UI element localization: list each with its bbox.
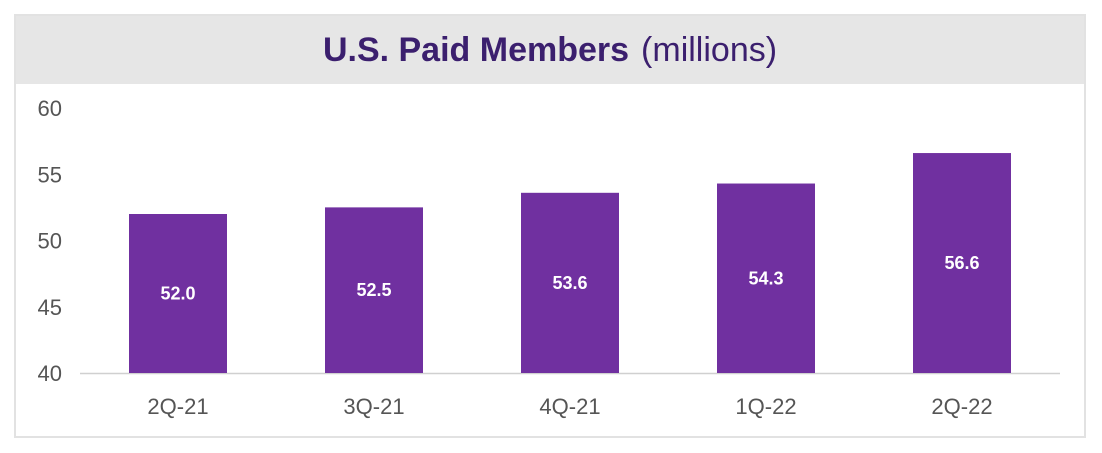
bar-data-label: 52.5 [356,280,391,300]
bar-data-label: 52.0 [160,284,195,304]
chart-subtitle: (millions) [641,30,778,69]
bar-data-label: 54.3 [748,268,783,288]
bar [521,192,619,373]
bar-data-label: 56.6 [944,253,979,273]
x-tick-label: 1Q-22 [735,394,796,419]
chart-title: U.S. Paid Members [322,30,630,69]
y-tick-label: 55 [38,162,62,187]
x-tick-label: 2Q-22 [931,394,992,419]
bar [913,153,1011,373]
bar [717,183,815,373]
bar [129,214,227,373]
y-tick-label: 50 [38,229,62,254]
title-bar: U.S. Paid Members (millions) [16,16,1084,84]
bar-data-label: 53.6 [552,273,587,293]
y-tick-label: 45 [38,295,62,320]
x-tick-label: 2Q-21 [147,394,208,419]
x-tick-label: 4Q-21 [539,394,600,419]
x-tick-label: 3Q-21 [343,394,404,419]
bar [325,207,423,373]
y-tick-label: 60 [38,96,62,121]
y-tick-label: 40 [38,361,62,386]
